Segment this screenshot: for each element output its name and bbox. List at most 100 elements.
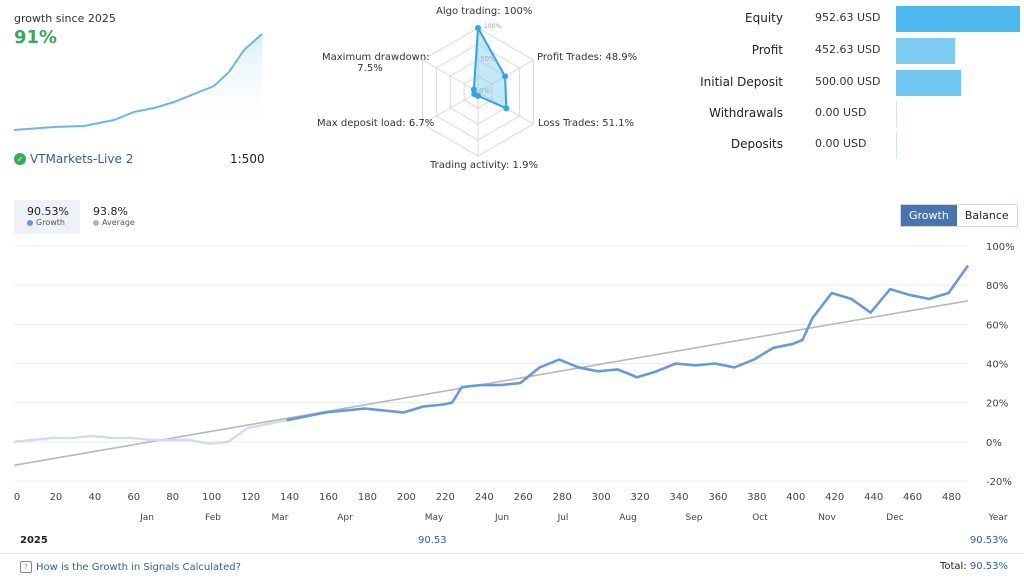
total-label: Total:: [939, 561, 967, 572]
stat-row-withdrawals: Withdrawals 0.00 USD: [640, 101, 1020, 127]
account-link[interactable]: ✓ VTMarkets-Live 2: [14, 152, 133, 166]
month-label: Mar: [272, 513, 289, 523]
x-tick-label: 420: [825, 492, 844, 503]
x-tick-label: 440: [864, 492, 883, 503]
x-tick-label: 340: [669, 492, 688, 503]
growth-series-line-pre: [13, 419, 287, 446]
mini-growth-chart: [14, 33, 263, 135]
toggle-balance-button[interactable]: Balance: [956, 205, 1017, 226]
radar-point-loss: [503, 105, 510, 112]
radar-label-activity: Trading activity: 1.9%: [430, 160, 538, 171]
month-label: Jan: [139, 513, 154, 523]
month-label: Feb: [205, 513, 221, 523]
growth-since-label: growth since 2025: [14, 12, 116, 25]
month-label: May: [425, 513, 444, 523]
x-tick-label: 400: [786, 492, 805, 503]
y-tick-label: 0%: [986, 438, 1002, 449]
radar-ring-50: 50%: [480, 55, 496, 63]
growth-series-line: [286, 264, 970, 422]
month-label: Apr: [337, 513, 353, 523]
tab-growth[interactable]: 90.53% Growth: [14, 200, 80, 234]
radar-label-deposit-load: Max deposit load: 6.7%: [317, 118, 435, 129]
help-row: ? How is the Growth in Signals Calculate…: [14, 558, 1010, 578]
x-tick-label: 180: [358, 492, 377, 503]
x-tick-label: 160: [319, 492, 338, 503]
stat-row-equity: Equity 952.63 USD: [640, 6, 1020, 32]
month-label: Oct: [752, 513, 768, 523]
y-tick-label: 100%: [986, 242, 1015, 253]
chart-tabs: 90.53% Growth 93.8% Average: [14, 200, 146, 234]
stat-value: 0.00 USD: [815, 106, 867, 119]
radar-ring-0: 0%: [479, 87, 490, 95]
growth-legend-dot-icon: [27, 219, 33, 226]
month-label: Dec: [886, 513, 903, 523]
radar-label-algo: Algo trading: 100%: [436, 6, 533, 17]
account-name: VTMarkets-Live 2: [30, 152, 134, 166]
stat-label: Initial Deposit: [700, 75, 783, 89]
x-tick-label: 460: [903, 492, 922, 503]
help-link[interactable]: ? How is the Growth in Signals Calculate…: [20, 561, 241, 573]
radar-label-drawdown-title: Maximum drawdown:: [322, 52, 430, 63]
radar-spoke: [422, 91, 479, 125]
tab-average[interactable]: 93.8% Average: [80, 200, 146, 234]
year-label: 2025: [20, 535, 48, 546]
stat-value: 0.00 USD: [815, 137, 867, 150]
x-tick-label: 20: [50, 492, 63, 503]
radar-chart: 100% 50% 0%: [422, 23, 534, 157]
footer-divider: [0, 553, 1024, 554]
tab-average-value: 93.8%: [93, 205, 128, 218]
mini-growth-line: [14, 33, 263, 131]
stat-row-profit: Profit 452.63 USD: [640, 38, 1020, 64]
radar-label-profit: Profit Trades: 48.9%: [537, 52, 638, 63]
x-tick-label: 40: [89, 492, 102, 503]
year-summary-row: 2025 90.53 90.53%: [14, 531, 1010, 551]
x-tick-label: 260: [514, 492, 533, 503]
stat-label: Deposits: [730, 137, 783, 151]
radar-point-algo: [475, 25, 481, 31]
total-summary: Total: 90.53%: [940, 561, 1008, 572]
x-tick-label: 360: [708, 492, 727, 503]
month-label: Jul: [557, 513, 569, 523]
stat-bar: [896, 132, 897, 158]
x-tick-label: 320: [630, 492, 649, 503]
x-tick-label: 60: [127, 492, 140, 503]
x-tick-label: 220: [436, 492, 455, 503]
toggle-growth-button[interactable]: Growth: [901, 205, 957, 226]
stat-label: Profit: [751, 43, 783, 57]
tab-growth-label: Growth: [36, 218, 65, 227]
month-label: Sep: [686, 513, 703, 523]
stat-label: Equity: [745, 11, 783, 25]
total-value: 90.53%: [969, 561, 1008, 572]
average-legend-dot-icon: [93, 219, 99, 226]
radar-point-profit: [502, 73, 509, 80]
y-tick-label: 60%: [986, 320, 1008, 331]
stat-row-initial-deposit: Initial Deposit 500.00 USD: [640, 70, 1020, 96]
month-label: Nov: [818, 513, 836, 523]
radar-point-deposit_load: [471, 91, 478, 98]
growth-chart: 100% 80% 60% 40% 20% 0% -20% 0 20 40 60 80 100 120 140…: [13, 242, 1015, 523]
help-icon: ?: [20, 561, 32, 573]
year-mid-value: 90.53: [418, 535, 447, 546]
x-tick-label: 80: [166, 492, 179, 503]
month-label: Aug: [619, 513, 637, 523]
x-tick-label: 140: [280, 492, 299, 503]
leverage-value: 1:500: [230, 152, 265, 166]
stat-bar: [896, 101, 897, 127]
x-tick-label: 240: [475, 492, 494, 503]
year-end-value: 90.53%: [969, 535, 1008, 546]
x-tick-label: 380: [747, 492, 766, 503]
radar-point-drawdown: [470, 86, 477, 93]
tab-average-label: Average: [102, 218, 135, 227]
stat-label: Withdrawals: [709, 106, 783, 120]
year-axis-label: Year: [987, 513, 1007, 523]
y-tick-label: -20%: [986, 477, 1012, 488]
stat-value: 452.63 USD: [815, 43, 881, 56]
verified-check-icon: ✓: [14, 153, 26, 165]
radar-label-drawdown-value: 7.5%: [357, 63, 383, 74]
stat-row-deposits: Deposits 0.00 USD: [640, 132, 1020, 158]
radar-label-loss: Loss Trades: 51.1%: [538, 118, 635, 129]
y-tick-label: 80%: [986, 281, 1008, 292]
growth-since-value: 91%: [14, 27, 58, 48]
x-tick-label: 200: [397, 492, 416, 503]
stat-bar: [896, 38, 955, 64]
